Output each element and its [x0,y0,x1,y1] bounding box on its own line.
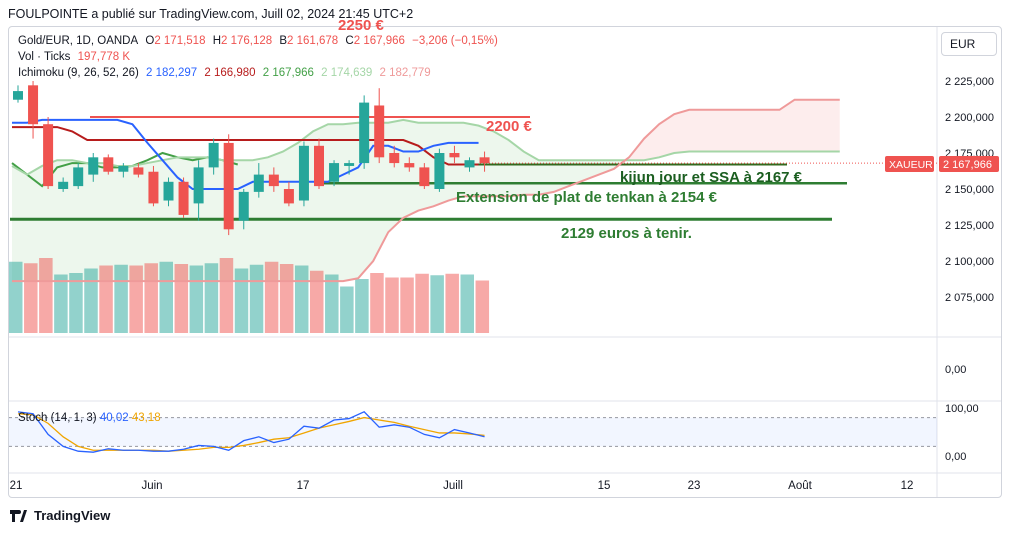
volume-label[interactable]: Vol · Ticks [18,51,71,63]
legend-symbol-row: Gold/EUR, 1D, OANDA O2 171,518 H2 176,12… [18,35,502,47]
ohlc-open: 2 171,518 [154,35,206,47]
ohlc-b-label: B [279,35,288,47]
tradingview-icon [10,509,27,522]
ohlc-close: 2 167,966 [353,35,405,47]
legend-volume-row: Vol · Ticks 197,778 K [18,51,134,63]
ohlc-o-label: O [145,35,155,47]
publisher-line: FOULPOINTE a publié sur TradingView.com,… [8,7,414,21]
ichimoku-kijun-value: 2 166,980 [204,67,256,79]
chart-frame [8,26,1002,498]
ichimoku-span-a-value: 2 174,639 [321,67,373,79]
currency-button[interactable]: EUR [941,32,997,56]
ohlc-low: 2 161,678 [287,35,339,47]
stoch-d-value: 43,18 [131,412,161,424]
ichimoku-lagging-value: 2 167,966 [262,67,314,79]
ohlc-c-label: C [345,35,354,47]
ichimoku-tenkan-value: 2 182,297 [146,67,198,79]
ichimoku-label[interactable]: Ichimoku (9, 26, 52, 26) [18,67,139,79]
ohlc-h-label: H [212,35,221,47]
volume-value: 197,778 K [77,51,131,63]
currency-label: EUR [950,37,976,51]
ohlc-change: −3,206 (−0,15%) [412,35,498,47]
legend-ichimoku-row: Ichimoku (9, 26, 52, 26) 2 182,297 2 166… [18,67,435,79]
stoch-k-value: 40,02 [99,412,129,424]
ichimoku-span-b-value: 2 182,779 [379,67,431,79]
stoch-label[interactable]: Stoch (14, 1, 3) [18,412,97,424]
tradingview-logo[interactable]: TradingView [10,508,110,523]
tradingview-wordmark: TradingView [34,508,111,523]
symbol-label[interactable]: Gold/EUR, 1D, OANDA [18,35,139,47]
stoch-legend: Stoch (14, 1, 3) 40,02 43,18 [18,412,161,424]
ohlc-high: 2 176,128 [221,35,273,47]
